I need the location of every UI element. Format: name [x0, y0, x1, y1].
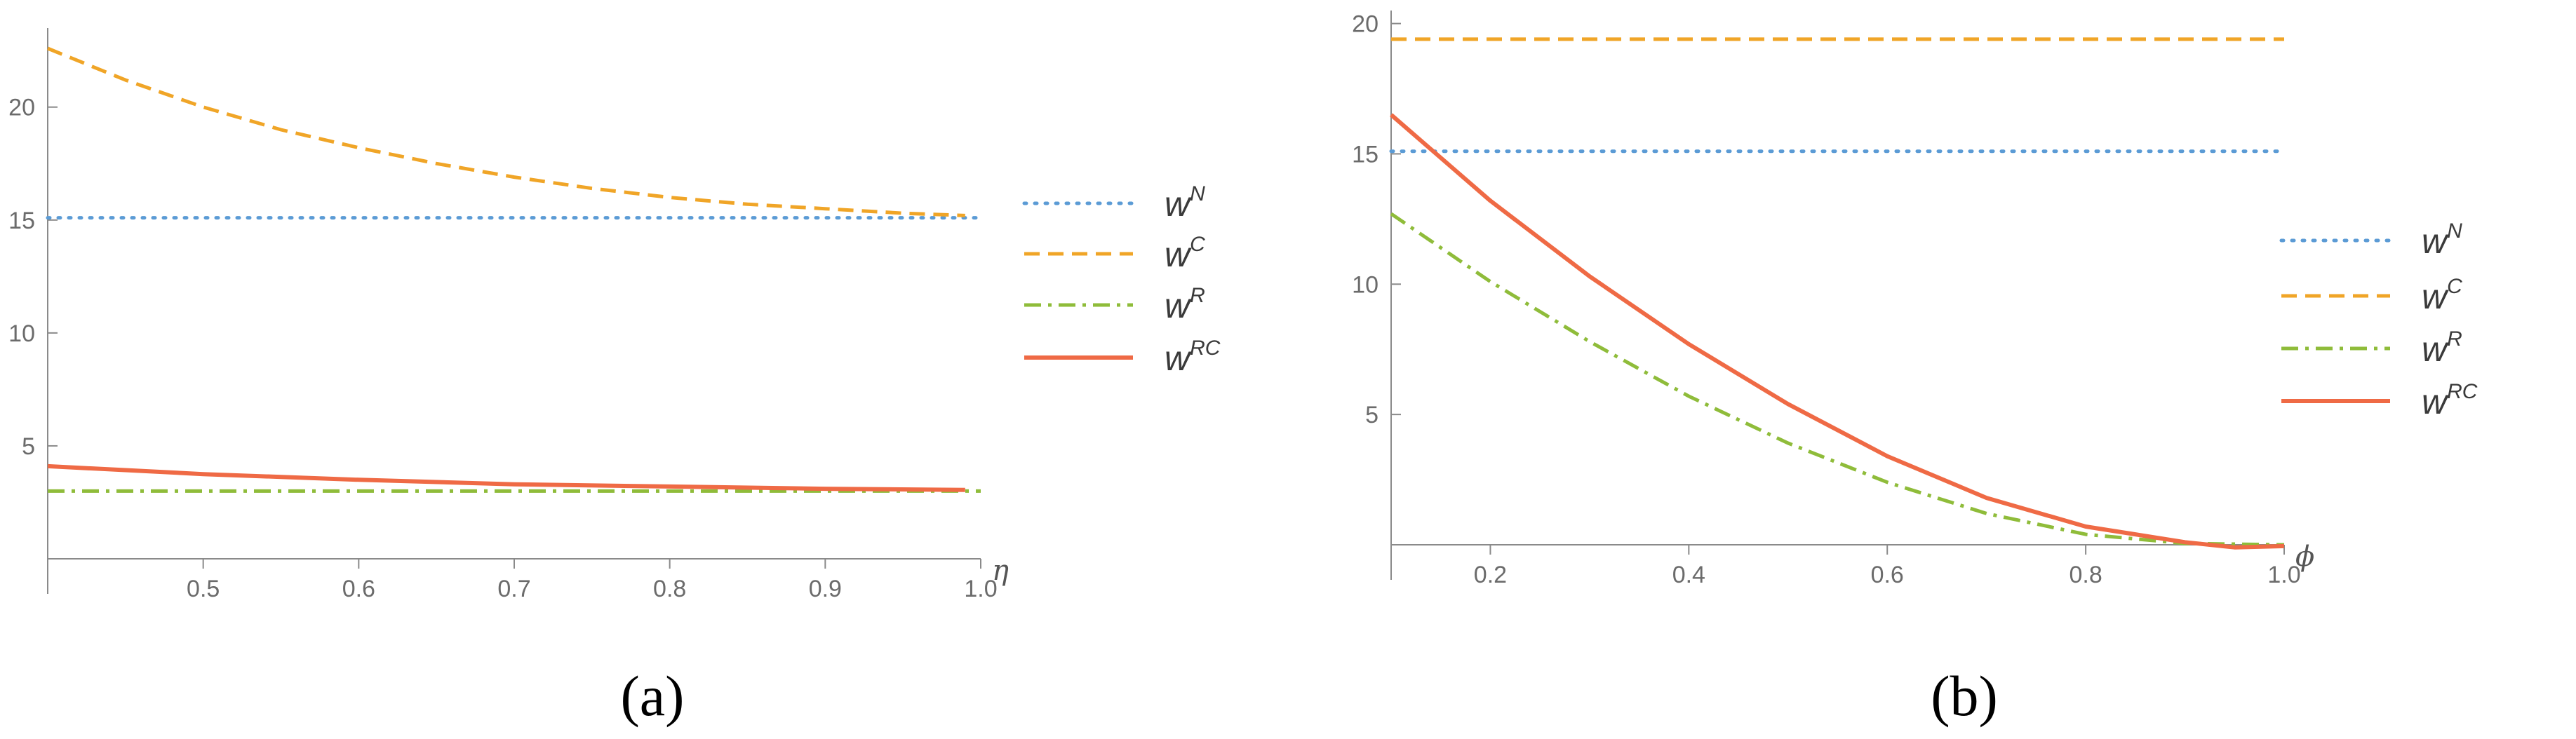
y-tick-label: 15 [1352, 141, 1378, 168]
x-tick-label: 1.0 [2267, 562, 2300, 588]
legend-entry: wN [1165, 182, 1205, 224]
chart-a: 0.5 0.6 0.7 0.8 0.9 1.0η 5 10 15 20 wN wC wR wRC (a) [8, 28, 1221, 728]
series-line-wC [47, 46, 965, 217]
x-tick-label: 0.2 [1474, 562, 1507, 588]
panel-caption: (a) [620, 664, 684, 728]
y-tick-label: 5 [22, 433, 35, 460]
x-tick-label: 0.7 [497, 576, 530, 602]
legend-entry: wRC [2422, 380, 2478, 421]
x-axis-label: ϕ [2295, 541, 2314, 573]
x-tick-label: 0.9 [809, 576, 842, 602]
y-tick-label: 20 [1352, 11, 1378, 38]
series-line-wR [1390, 212, 2285, 547]
y-tick-label: 5 [1365, 402, 1378, 428]
x-tick-label: 0.6 [1871, 562, 1904, 588]
x-tick-label: 0.4 [1672, 562, 1705, 588]
legend-entry: wR [2422, 327, 2462, 369]
x-tick-label: 1.0 [964, 576, 997, 602]
series-line-wRC [1390, 113, 2285, 550]
chart-b: 0.2 0.4 0.6 0.8 1.0ϕ 5 10 15 20 wN wC wR wRC (b) [1352, 11, 2478, 728]
x-tick-label: 0.6 [342, 576, 375, 602]
legend-entry: wR [1165, 284, 1205, 325]
legend-entry: wN [2422, 219, 2462, 261]
y-tick-label: 10 [1352, 271, 1378, 298]
x-axis-label: η [992, 555, 1009, 587]
y-tick-label: 10 [8, 320, 35, 347]
legend-entry: wRC [1165, 337, 1221, 378]
x-tick-label: 0.5 [187, 576, 220, 602]
legend-entry: wC [1165, 233, 1205, 274]
y-tick-label: 20 [8, 95, 35, 121]
legend-entry: wC [2422, 275, 2462, 316]
x-tick-label: 0.8 [2069, 562, 2102, 588]
y-tick-label: 15 [8, 208, 35, 234]
series-line-wRC [47, 463, 965, 492]
panel-caption: (b) [1931, 664, 1998, 728]
x-tick-label: 0.8 [653, 576, 686, 602]
